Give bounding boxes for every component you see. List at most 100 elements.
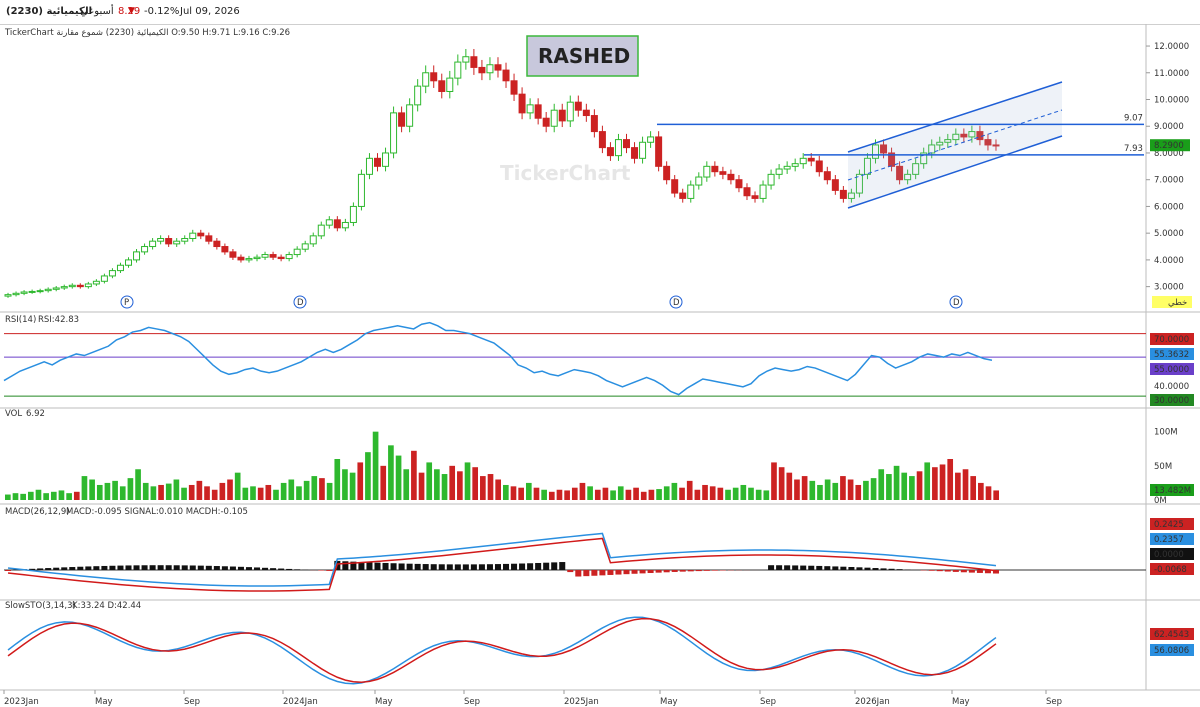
macd-histogram-bar bbox=[29, 568, 36, 570]
volume-bar bbox=[112, 480, 118, 500]
volume-bar bbox=[939, 464, 946, 500]
macd-histogram-bar bbox=[856, 567, 863, 570]
rsi-axis-label: 70.0000 bbox=[1154, 335, 1189, 345]
stochastic-axis-label: 62.4543 bbox=[1154, 630, 1189, 640]
volume-bar bbox=[20, 493, 26, 500]
macd-histogram-bar bbox=[519, 563, 526, 570]
candle-body bbox=[566, 101, 574, 122]
volume-bar bbox=[709, 486, 716, 500]
candle-body bbox=[984, 139, 992, 146]
candle-body bbox=[751, 195, 759, 199]
macd-axis-label: 0.0000 bbox=[1154, 550, 1184, 560]
symbol-name[interactable]: الكيميائية (2230) bbox=[6, 6, 92, 17]
macd-histogram-bar bbox=[270, 568, 277, 570]
volume-bar bbox=[181, 487, 187, 500]
horizontal-level-label: 7.93 bbox=[1124, 144, 1143, 154]
macd-histogram-bar bbox=[711, 570, 718, 571]
candle-body bbox=[904, 173, 912, 181]
candle-body bbox=[44, 288, 52, 292]
volume-bar bbox=[717, 487, 724, 500]
volume-bar bbox=[763, 490, 770, 500]
candle-body bbox=[125, 259, 132, 266]
volume-bar bbox=[265, 484, 272, 500]
rsi-line bbox=[3, 321, 993, 396]
volume-bar bbox=[66, 493, 72, 500]
volume-bar bbox=[610, 490, 616, 500]
macd-histogram-bar bbox=[486, 564, 493, 570]
x-axis-label: 2026Jan bbox=[855, 697, 890, 707]
macd-histogram-bar bbox=[77, 566, 84, 570]
stochastic-value: K:33.24 D:42.44 bbox=[72, 601, 141, 611]
macd-histogram-bar bbox=[165, 565, 172, 570]
candle-body bbox=[68, 284, 76, 288]
macd-signal-line bbox=[7, 537, 997, 592]
signal-marker-label: D bbox=[953, 298, 960, 308]
rsi-axis-tag bbox=[1150, 394, 1194, 406]
macd-histogram-bar bbox=[350, 561, 357, 570]
candle-body bbox=[872, 144, 879, 159]
signal-marker bbox=[949, 295, 963, 309]
volume-bar bbox=[288, 479, 295, 500]
candle-body bbox=[133, 251, 141, 261]
candle-body bbox=[486, 64, 494, 74]
volume-bar bbox=[617, 486, 624, 500]
candle-body bbox=[711, 165, 719, 173]
macd-histogram-bar bbox=[832, 566, 839, 570]
candle-body bbox=[422, 72, 430, 87]
macd-histogram-bar bbox=[687, 570, 694, 572]
volume-bar bbox=[495, 479, 501, 500]
macd-histogram-bar bbox=[69, 567, 76, 570]
candle-body bbox=[229, 251, 237, 258]
macd-axis-tag bbox=[1150, 518, 1194, 530]
candle-body bbox=[783, 165, 791, 170]
brand-watermark: TickerChart bbox=[500, 161, 631, 185]
x-axis-label: May bbox=[660, 697, 678, 707]
volume-bar bbox=[480, 476, 486, 500]
macd-histogram-bar bbox=[551, 562, 558, 570]
macd-histogram-bar bbox=[462, 564, 469, 570]
candle-body bbox=[100, 275, 108, 282]
volume-bar bbox=[150, 486, 157, 500]
macd-histogram-bar bbox=[205, 565, 212, 570]
macd-title: MACD(26,12,9) bbox=[5, 507, 70, 517]
macd-histogram-bar bbox=[254, 567, 261, 570]
macd-histogram-bar bbox=[245, 567, 252, 570]
macd-histogram-bar bbox=[864, 567, 871, 570]
volume-bar bbox=[686, 480, 693, 500]
x-axis-label: 2023Jan bbox=[4, 697, 39, 707]
macd-histogram-bar bbox=[992, 570, 999, 574]
volume-bar bbox=[43, 493, 49, 500]
candle-body bbox=[382, 152, 390, 167]
volume-bar bbox=[564, 490, 570, 500]
volume-bar bbox=[234, 472, 241, 500]
macd-histogram-bar bbox=[824, 566, 831, 570]
volume-bar bbox=[625, 489, 632, 500]
candle-body bbox=[960, 133, 968, 138]
candle-body bbox=[365, 157, 373, 175]
candle-body bbox=[639, 141, 647, 159]
rsi-axis-label: 55.3632 bbox=[1154, 350, 1189, 360]
macd-histogram-bar bbox=[398, 563, 405, 570]
volume-bar bbox=[947, 459, 954, 500]
candle-body bbox=[60, 286, 68, 289]
candle-body bbox=[936, 141, 944, 146]
volume-bar bbox=[548, 491, 555, 500]
candle-body bbox=[36, 290, 44, 293]
candle-body bbox=[197, 232, 205, 237]
signal-marker-label: D bbox=[673, 298, 680, 308]
macd-histogram-bar bbox=[414, 563, 421, 570]
candle-body bbox=[912, 163, 920, 175]
macd-histogram-bar bbox=[880, 568, 887, 570]
macd-histogram-bar bbox=[438, 564, 445, 570]
period-label[interactable]: أسبوعي bbox=[80, 6, 114, 17]
candle-body bbox=[269, 254, 277, 258]
candle-body bbox=[237, 256, 245, 261]
candle-body bbox=[663, 165, 671, 181]
volume-bar bbox=[273, 489, 279, 500]
volume-bar bbox=[840, 476, 846, 500]
candle-body bbox=[317, 224, 325, 237]
macd-histogram-bar bbox=[318, 570, 325, 571]
macd-histogram-bar bbox=[623, 570, 630, 575]
volume-bar bbox=[740, 484, 747, 500]
